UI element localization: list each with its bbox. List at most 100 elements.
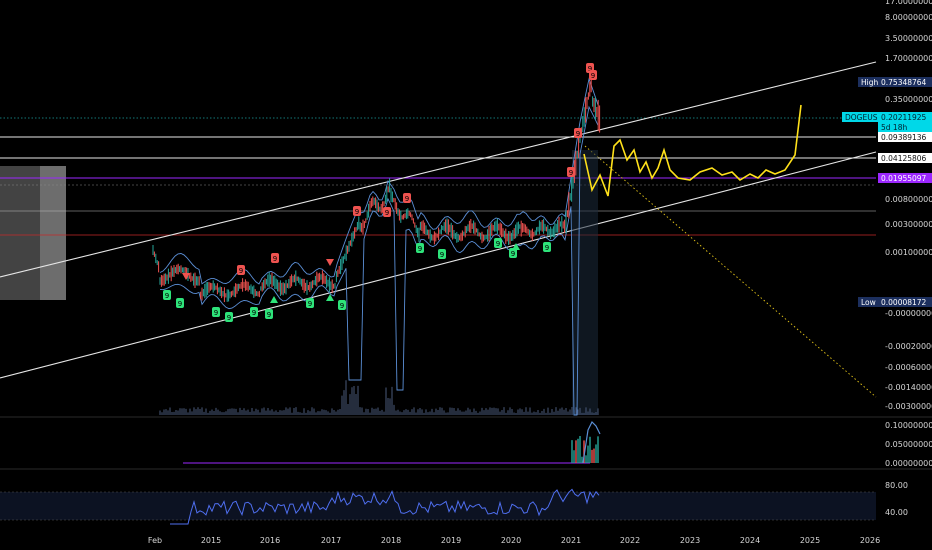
svg-text:9: 9 <box>340 302 344 310</box>
time-axis-label: 2019 <box>441 536 461 545</box>
time-axis-label: 2020 <box>501 536 521 545</box>
price-axis-label: -0.00140000 <box>885 383 932 392</box>
down-arrow-icon[interactable] <box>326 259 334 266</box>
sell-signal-marker[interactable]: 9 <box>237 265 245 275</box>
buy-signal-marker[interactable]: 9 <box>163 290 171 300</box>
time-axis[interactable]: Feb 2015 2016 2017 2018 2019 2020 2021 2022 2023 2… <box>148 536 880 545</box>
svg-text:9: 9 <box>440 251 444 259</box>
svg-text:9: 9 <box>511 250 515 258</box>
time-axis-label: 2026 <box>860 536 880 545</box>
buy-signal-marker[interactable]: 9 <box>306 298 314 308</box>
svg-text:9: 9 <box>239 267 243 275</box>
price-axis-label: 0.35000000 <box>885 95 932 104</box>
high-tag-label: High <box>861 78 878 87</box>
down-arrow-icon[interactable] <box>182 273 190 280</box>
pane2-axis-label: 0.05000000 <box>885 440 932 449</box>
price-axis-label: -0.00300000 <box>885 402 932 411</box>
svg-text:9: 9 <box>227 314 231 322</box>
sell-signal-marker[interactable]: 9 <box>589 70 597 80</box>
bollinger-bands <box>159 77 599 416</box>
level-b-value: 0.04125806 <box>881 154 927 163</box>
oscillator-pane-2[interactable] <box>0 488 876 525</box>
time-axis-label: 2015 <box>201 536 221 545</box>
up-arrow-icon[interactable] <box>326 294 334 301</box>
price-axis-label: 0.00800000 <box>885 195 932 204</box>
shaded-range-box <box>0 166 40 300</box>
time-axis-label: 2022 <box>620 536 640 545</box>
sell-signal-marker[interactable]: 9 <box>567 167 575 177</box>
svg-text:9: 9 <box>496 240 500 248</box>
time-axis-label: 2023 <box>680 536 700 545</box>
sell-signal-marker[interactable]: 9 <box>353 206 361 216</box>
projection-shade <box>572 150 598 415</box>
pane2-curve <box>582 420 601 464</box>
buy-signal-marker[interactable]: 9 <box>543 242 551 252</box>
pane3-band-fill <box>0 492 876 520</box>
buy-signal-marker[interactable]: 9 <box>338 300 346 310</box>
level-c-tag: 0.01955097 <box>878 173 932 183</box>
level-a-tag: 0.09389136 <box>878 132 932 142</box>
countdown-label: 5d 18h <box>881 123 907 132</box>
pane3-line <box>170 488 600 525</box>
price-axis[interactable]: 17.00000000 8.00000000 3.50000000 1.7000000… <box>885 0 932 411</box>
buy-signal-marker[interactable]: 9 <box>494 238 502 248</box>
pane2-histogram <box>571 436 599 463</box>
oscillator-pane-1[interactable] <box>183 420 601 464</box>
svg-text:9: 9 <box>252 309 256 317</box>
time-axis-label: 2021 <box>561 536 581 545</box>
svg-text:9: 9 <box>355 208 359 216</box>
time-axis-label: 2024 <box>740 536 760 545</box>
svg-text:9: 9 <box>591 72 595 80</box>
sell-signal-marker[interactable]: 9 <box>383 207 391 217</box>
pane2-axis-label: 0.00000000 <box>885 459 932 468</box>
svg-text:9: 9 <box>385 209 389 217</box>
buy-signal-marker[interactable]: 9 <box>250 307 258 317</box>
bollinger-lower <box>159 105 599 416</box>
channel-lower-line[interactable] <box>0 151 877 379</box>
time-axis-label: 2018 <box>381 536 401 545</box>
buy-signal-marker[interactable]: 9 <box>225 312 233 322</box>
time-axis-label: 2017 <box>321 536 341 545</box>
svg-text:9: 9 <box>569 169 573 177</box>
buy-signal-marker[interactable]: 9 <box>212 307 220 317</box>
sell-signal-marker[interactable]: 9 <box>574 128 582 138</box>
level-c-value: 0.01955097 <box>881 174 927 183</box>
projection-path[interactable] <box>583 104 802 197</box>
yellow-dotted-trendline[interactable] <box>584 145 877 398</box>
time-axis-label: Feb <box>148 536 162 545</box>
buy-signal-marker[interactable]: 9 <box>176 298 184 308</box>
price-axis-label: 3.50000000 <box>885 34 932 43</box>
pane2-axis[interactable]: 0.10000000 0.05000000 0.00000000 <box>885 421 932 468</box>
svg-text:9: 9 <box>418 245 422 253</box>
symbol-tag-value: 0.20211925 <box>881 113 927 122</box>
pane3-axis-label: 40.00 <box>885 508 908 517</box>
level-a-value: 0.09389136 <box>881 133 927 142</box>
shaded-range-box-light <box>40 166 66 300</box>
buy-signal-marker[interactable]: 9 <box>509 248 517 258</box>
sell-signal-marker[interactable]: 9 <box>271 253 279 263</box>
channel-upper-line[interactable] <box>0 61 877 278</box>
buy-signal-marker[interactable]: 9 <box>438 249 446 259</box>
sell-signal-marker[interactable]: 9 <box>403 193 411 203</box>
svg-text:9: 9 <box>405 195 409 203</box>
price-axis-label: 17.00000000 <box>885 0 932 6</box>
svg-text:9: 9 <box>308 300 312 308</box>
buy-signal-marker[interactable]: 9 <box>416 243 424 253</box>
svg-text:9: 9 <box>178 300 182 308</box>
price-axis-label: -0.00000000 <box>885 309 932 318</box>
price-candles[interactable] <box>152 71 601 303</box>
up-arrow-icon[interactable] <box>270 296 278 303</box>
pane3-axis[interactable]: 80.00 40.00 <box>885 481 908 517</box>
price-axis-label: -0.00060000 <box>885 363 932 372</box>
price-axis-label: -0.00020000 <box>885 342 932 351</box>
high-tag-value: 0.75348764 <box>881 78 927 87</box>
buy-signal-marker[interactable]: 9 <box>265 309 273 319</box>
up-arrow-icon[interactable] <box>512 243 520 250</box>
svg-text:9: 9 <box>576 130 580 138</box>
svg-text:9: 9 <box>273 255 277 263</box>
bollinger-upper <box>159 77 599 285</box>
